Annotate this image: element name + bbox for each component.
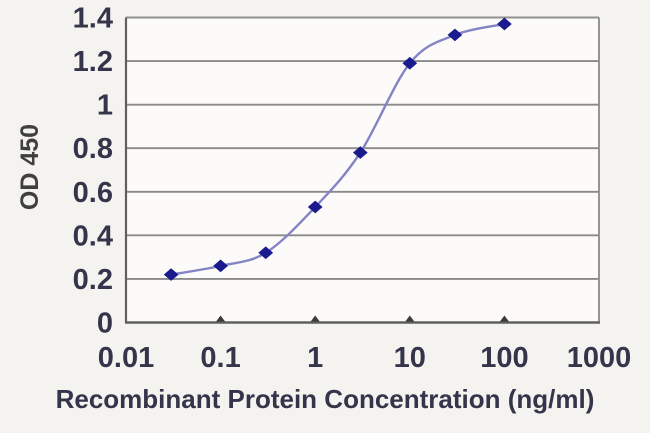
plot-area: [126, 17, 599, 323]
x-tick-label: 0.01: [98, 342, 154, 374]
x-tick-mark: [499, 315, 509, 322]
data-point-marker: [163, 268, 179, 281]
data-point-marker: [402, 56, 418, 70]
y-tick-label: 1.2: [73, 46, 113, 78]
y-axis-title: OD 450: [16, 123, 44, 211]
x-axis-title: Recombinant Protein Concentration (ng/ml…: [55, 384, 595, 414]
y-tick-label: 0.4: [73, 220, 113, 252]
data-point-marker: [447, 28, 463, 42]
x-tick-mark: [216, 315, 226, 322]
y-tick-label: 0.6: [73, 177, 113, 209]
x-tick-label: 100: [480, 342, 528, 374]
data-point-marker: [307, 200, 323, 214]
x-tick-label: 0.1: [200, 342, 240, 374]
x-tick-mark: [405, 315, 415, 322]
dose-response-curve: [169, 22, 506, 276]
data-point-marker: [497, 17, 512, 31]
y-tick-label: 0.2: [73, 264, 113, 296]
y-tick-label: 0: [97, 308, 113, 340]
x-tick-label: 1: [307, 342, 323, 374]
y-tick-label: 1.4: [73, 3, 113, 35]
y-tick-label: 1: [97, 90, 113, 122]
data-point-marker: [352, 146, 368, 159]
x-tick-mark: [310, 315, 320, 322]
x-tick-label: 10: [394, 342, 426, 374]
data-point-marker: [213, 259, 228, 273]
data-point-marker: [258, 246, 274, 260]
x-tick-label: 1000: [567, 342, 632, 374]
y-tick-label: 0.8: [73, 133, 113, 165]
